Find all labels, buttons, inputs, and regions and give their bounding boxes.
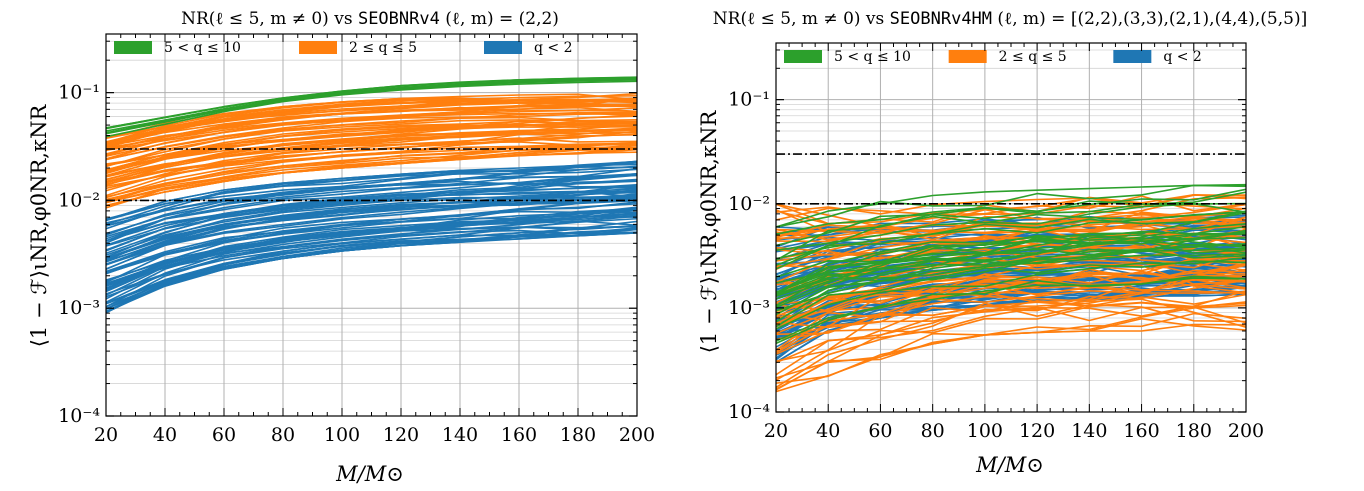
- x-tick-label: 140: [1071, 420, 1107, 442]
- x-tick-label: 100: [967, 420, 1003, 442]
- x-tick-label: 60: [212, 424, 236, 446]
- x-tick-label: 140: [442, 424, 478, 446]
- y-tick-label: 10⁻²: [728, 193, 770, 215]
- x-tick-label: 40: [816, 420, 840, 442]
- x-axis-label: M/M⊙: [335, 462, 404, 486]
- x-tick-label: 20: [764, 420, 788, 442]
- legend-entry: 5 < q ≤ 10: [784, 49, 911, 65]
- legend-entry: q < 2: [484, 40, 573, 56]
- x-tick-label: 20: [94, 424, 118, 446]
- x-tick-label: 160: [1123, 420, 1159, 442]
- y-tick-label: 10⁻¹: [728, 89, 770, 111]
- x-tick-label: 120: [1019, 420, 1055, 442]
- x-tick-label: 60: [868, 420, 892, 442]
- legend-swatch: [299, 41, 337, 54]
- x-tick-label: 40: [153, 424, 177, 446]
- y-axis-label: ⟨1 − ℱ⟩ιNR,φ0NR,κNR: [27, 104, 51, 348]
- legend-swatch: [949, 50, 987, 63]
- legend-label: 5 < q ≤ 10: [834, 49, 911, 65]
- legend-entry: 2 ≤ q ≤ 5: [949, 49, 1067, 65]
- panel-title: NR(ℓ ≤ 5, m ≠ 0) vs SEOBNRv4 (ℓ, m) = (2…: [181, 9, 559, 29]
- y-tick-label: 10⁻²: [58, 189, 100, 211]
- x-tick-label: 80: [271, 424, 295, 446]
- legend-swatch: [1113, 50, 1151, 63]
- legend-swatch: [484, 41, 522, 54]
- x-tick-label: 200: [619, 424, 655, 446]
- data-curves: [776, 185, 1246, 392]
- legend-label: q < 2: [1163, 49, 1202, 65]
- x-tick-label: 180: [560, 424, 596, 446]
- x-axis-label: M/M⊙: [975, 453, 1044, 477]
- right-panel: NR(ℓ ≤ 5, m ≠ 0) vs SEOBNRv4HM (ℓ, m) = …: [697, 9, 1307, 477]
- panel-title: NR(ℓ ≤ 5, m ≠ 0) vs SEOBNRv4HM (ℓ, m) = …: [713, 9, 1307, 29]
- legend-label: q < 2: [534, 40, 573, 56]
- legend: 5 < q ≤ 10 2 ≤ q ≤ 5 q < 2: [784, 49, 1202, 65]
- x-tick-label: 160: [501, 424, 537, 446]
- y-tick-label: 10⁻¹: [58, 82, 100, 104]
- legend-label: 5 < q ≤ 10: [164, 40, 241, 56]
- legend-label: 2 ≤ q ≤ 5: [999, 49, 1067, 65]
- x-tick-label: 200: [1228, 420, 1264, 442]
- legend-entry: 5 < q ≤ 10: [114, 40, 241, 56]
- legend-entry: q < 2: [1113, 49, 1202, 65]
- data-curves: [106, 77, 637, 312]
- legend-swatch: [114, 41, 152, 54]
- y-tick-label: 10⁻³: [728, 297, 770, 319]
- y-axis-label: ⟨1 − ℱ⟩ιNR,φ0NR,κNR: [697, 110, 721, 354]
- legend-swatch: [784, 50, 822, 63]
- x-tick-label: 100: [324, 424, 360, 446]
- y-tick-label: 10⁻³: [58, 297, 100, 319]
- x-tick-label: 80: [921, 420, 945, 442]
- legend-entry: 2 ≤ q ≤ 5: [299, 40, 417, 56]
- x-tick-label: 180: [1176, 420, 1212, 442]
- legend-label: 2 ≤ q ≤ 5: [349, 40, 417, 56]
- x-tick-label: 120: [383, 424, 419, 446]
- left-panel: NR(ℓ ≤ 5, m ≠ 0) vs SEOBNRv4 (ℓ, m) = (2…: [27, 9, 655, 486]
- legend: 5 < q ≤ 10 2 ≤ q ≤ 5 q < 2: [114, 40, 573, 56]
